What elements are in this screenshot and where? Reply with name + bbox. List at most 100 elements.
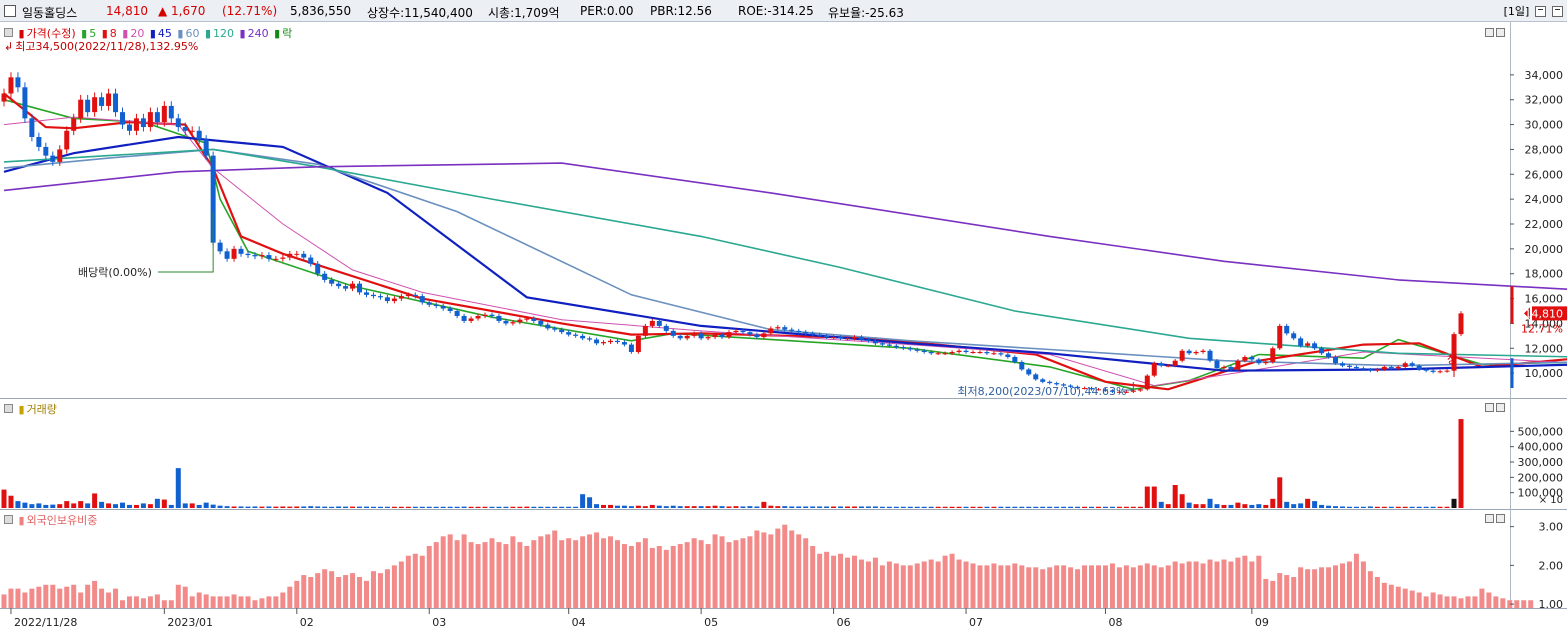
- volume-bar: [977, 506, 983, 508]
- foreign-bar: [1333, 565, 1339, 608]
- close-panel-icon[interactable]: [1496, 403, 1505, 412]
- foreign-bar: [1521, 600, 1527, 608]
- foreign-bar: [886, 561, 892, 608]
- price-panel: [0, 22, 1567, 398]
- candle-body: [893, 345, 899, 348]
- volume-bar: [691, 506, 697, 508]
- foreign-bar: [1514, 600, 1520, 608]
- legend-ma120[interactable]: 120: [213, 27, 235, 40]
- legend-ma8[interactable]: 8: [109, 27, 117, 40]
- candle-body: [189, 130, 195, 132]
- volume-bar: [1075, 506, 1081, 508]
- foreign-bar: [1165, 565, 1171, 608]
- volume-bar: [1172, 485, 1178, 508]
- stock-name[interactable]: 일동홀딩스: [22, 6, 78, 20]
- candle-body: [775, 327, 781, 329]
- volume-bar: [1444, 506, 1450, 508]
- foreign-bar: [357, 577, 363, 608]
- panel-square-icon: [4, 515, 13, 524]
- legend-ma240[interactable]: 240: [247, 27, 269, 40]
- volume-bar: [608, 504, 614, 508]
- foreign-bar: [1200, 563, 1206, 608]
- foreign-bar: [845, 557, 851, 608]
- foreign-bar: [1, 594, 7, 608]
- candle-body: [963, 350, 969, 353]
- volume-bar: [461, 506, 467, 508]
- minimize-panel-icon[interactable]: [1485, 28, 1494, 37]
- legend-ma20[interactable]: 20: [130, 27, 145, 40]
- foreign-bar: [956, 559, 962, 608]
- minimize-panel-icon[interactable]: [1485, 514, 1494, 523]
- foreign-bar: [1172, 561, 1178, 608]
- foreign-bar: [405, 555, 411, 608]
- foreign-bar: [1353, 553, 1359, 608]
- close-panel-icon[interactable]: [1496, 514, 1505, 523]
- candle-body: [154, 112, 160, 123]
- foreign-bar: [71, 584, 77, 608]
- restore-window-icon[interactable]: [1535, 5, 1547, 17]
- candle-body: [789, 329, 795, 331]
- close-panel-icon[interactable]: [1496, 28, 1505, 37]
- candle-body: [621, 342, 627, 345]
- date-tick-label: 08: [1108, 616, 1122, 629]
- volume-bar: [1277, 477, 1283, 508]
- candle-body: [573, 334, 579, 336]
- candle-body: [440, 306, 446, 309]
- date-tick-label: 2023/01: [167, 616, 213, 629]
- volume-bar: [517, 506, 523, 508]
- foreign-bar: [419, 555, 425, 608]
- foreign-bar: [1374, 577, 1380, 608]
- date-tick-label: 02: [300, 616, 314, 629]
- foreign-bar: [628, 546, 634, 608]
- volume-bar: [357, 506, 363, 508]
- foreign-bar: [1381, 582, 1387, 608]
- volume-bar: [85, 503, 91, 508]
- volume-bar: [1388, 506, 1394, 508]
- volume-bar: [440, 506, 446, 508]
- foreign-bar: [29, 588, 35, 608]
- legend-fall[interactable]: 락: [282, 27, 293, 40]
- legend-ma45[interactable]: 45: [157, 27, 172, 40]
- candle-body: [1186, 350, 1192, 354]
- minimize-panel-icon[interactable]: [1485, 403, 1494, 412]
- volume-bar: [36, 503, 42, 508]
- volume-bar: [740, 506, 746, 508]
- candle-body: [391, 298, 397, 302]
- volume-bar: [1179, 494, 1185, 508]
- candle-body: [85, 99, 91, 113]
- close-window-icon[interactable]: [1552, 5, 1563, 17]
- volume-bar: [907, 506, 913, 508]
- legend-price-label[interactable]: 가격(수정): [26, 27, 76, 40]
- candle-body: [712, 334, 718, 338]
- foreign-bar: [57, 588, 63, 608]
- candle-body: [329, 279, 335, 284]
- price-panel-controls: [1483, 26, 1505, 40]
- period-selector[interactable]: [1일]: [1503, 5, 1530, 18]
- foreign-bar: [580, 536, 586, 608]
- legend-ma60[interactable]: 60: [185, 27, 200, 40]
- volume-bar: [1451, 498, 1457, 508]
- select-checkbox[interactable]: [4, 5, 16, 17]
- candle-body: [78, 99, 84, 119]
- stock-chart[interactable]: 34,000 32,000 30,000 28,000 26,000 24,000 22,0…: [0, 22, 1567, 630]
- foreign-bar: [182, 586, 188, 608]
- volume-bar: [559, 506, 565, 508]
- volume-title[interactable]: 거래량: [26, 403, 57, 416]
- candle-body: [245, 253, 251, 256]
- candle-body: [740, 330, 746, 333]
- foreign-bar: [573, 540, 579, 608]
- volume-bar: [1221, 504, 1227, 508]
- foreign-bar: [482, 542, 488, 608]
- volume-bar: [126, 504, 132, 508]
- volume-bar: [412, 506, 418, 508]
- price-tag-label: 14,810: [1525, 307, 1564, 320]
- candle-body: [1047, 381, 1053, 384]
- volume-unit-label: × 10: [1539, 495, 1563, 506]
- candle-body: [510, 322, 516, 324]
- foreign-title[interactable]: 외국인보유비중: [26, 514, 98, 527]
- volume-bar: [1109, 506, 1115, 508]
- volume-bar: [566, 506, 572, 508]
- volume-bar: [259, 506, 265, 508]
- volume-bar: [496, 506, 502, 508]
- legend-ma5[interactable]: 5: [89, 27, 97, 40]
